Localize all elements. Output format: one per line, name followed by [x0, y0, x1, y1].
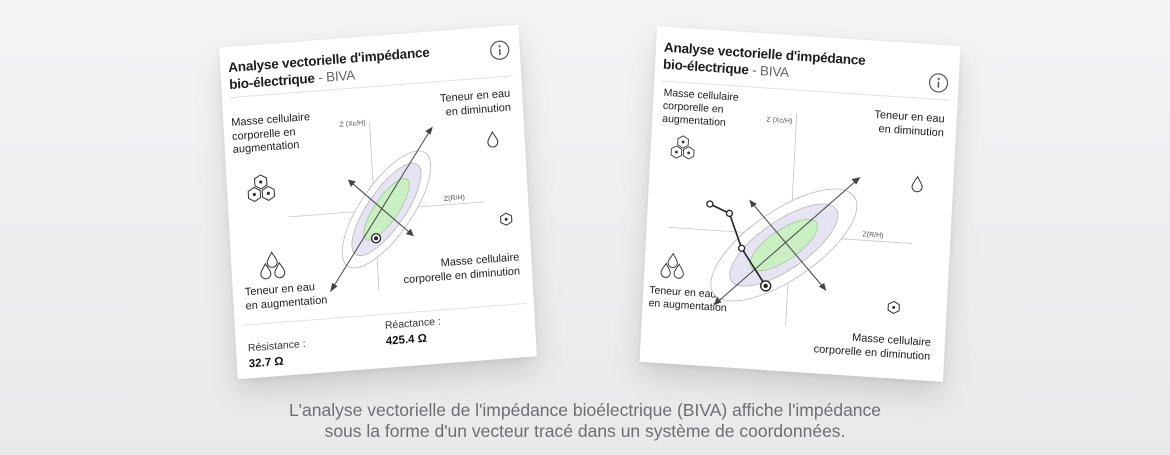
drops-icon — [660, 252, 684, 279]
caption-line-2: sous la forme d'un vecteur tracé dans un… — [324, 421, 846, 441]
info-icon[interactable] — [928, 72, 949, 93]
cells-icon — [670, 135, 695, 160]
biva-chart: Z (Xc/H) Z(R/H) — [288, 120, 485, 293]
caption: L'analyse vectorielle de l'impédance bio… — [0, 400, 1170, 442]
secondary-diagonal — [749, 200, 826, 291]
reactance-value: 425.4 Ω — [385, 332, 428, 348]
main-diagonal — [330, 127, 433, 292]
card-title: Analyse vectorielle d'impédance bio-élec… — [228, 44, 431, 93]
cell-icon — [499, 212, 513, 226]
title-suffix: - BIVA — [314, 67, 356, 86]
cell-icon — [887, 300, 900, 314]
drop-icon — [487, 130, 499, 148]
resistance-value: 32.7 Ω — [248, 355, 284, 371]
biva-card-left: Analyse vectorielle d'impédance bio-élec… — [219, 24, 537, 380]
cells-icon — [247, 174, 276, 203]
path-point — [725, 209, 734, 217]
caption-line-1: L'analyse vectorielle de l'impédance bio… — [288, 400, 882, 420]
y-axis-label: Z (Xc/H) — [766, 117, 792, 126]
title-suffix: - BIVA — [748, 62, 790, 80]
biva-chart: Z (Xc/H) Z(R/H) — [668, 113, 913, 326]
title-line-2: bio-électrique — [662, 56, 750, 78]
vector-path — [709, 203, 767, 287]
card-title: Analyse vectorielle d'impédance bio-élec… — [663, 39, 866, 86]
secondary-diagonal — [348, 179, 414, 236]
path-point — [706, 200, 714, 208]
ellipse-50 — [363, 178, 410, 241]
x-axis-label: Z(R/H) — [862, 231, 883, 239]
path-point — [737, 244, 746, 252]
main-diagonal — [714, 177, 860, 305]
y-axis-label: Z (Xc/H) — [339, 120, 365, 129]
biva-card-right: Analyse vectorielle d'impédance bio-élec… — [639, 26, 961, 382]
drops-icon — [260, 251, 286, 280]
drop-icon — [911, 175, 923, 193]
x-axis-label: Z(R/H) — [444, 194, 465, 203]
reactance-label: Réactance : — [384, 315, 442, 332]
ellipse-50 — [749, 218, 819, 272]
resistance-label: Résistance : — [247, 337, 306, 355]
info-icon[interactable] — [489, 39, 510, 61]
